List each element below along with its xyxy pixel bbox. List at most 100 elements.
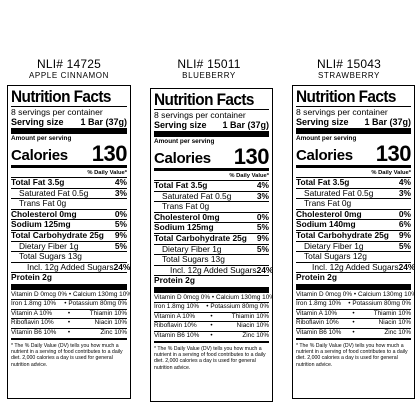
added-sugars: Incl. 12g Added Sugars [27, 261, 114, 272]
sodium: Sodium 140mg [296, 219, 356, 230]
sugars: Total Sugars 13g [162, 254, 225, 265]
vitamin-a: Vitamin A 10% [154, 312, 196, 320]
serving-size-label: Serving size [296, 117, 349, 127]
added-sugars-row: Incl. 12g Added Sugars 24% [154, 264, 272, 276]
carb-dv: 9% [398, 229, 411, 240]
serving-size-label: Serving size [154, 120, 207, 130]
fiber-dv: 5% [398, 240, 411, 251]
protein-row: Protein 2g [154, 275, 269, 286]
daily-value-header: % Daily Value* [371, 170, 411, 176]
thiamin: Thiamin 10% [231, 312, 269, 320]
serving-size-row: Serving size 1 Bar (37g) [154, 120, 269, 130]
cholesterol-dv: 0% [256, 211, 269, 222]
calories-label: Calories [296, 147, 353, 164]
sodium-dv: 5% [114, 219, 127, 230]
vitamin-row: Riboflavin 10% • Niacin 10% [296, 318, 411, 327]
vitamin-row: Vitamin B6 10% • Zinc 10% [296, 327, 411, 336]
total-fat: Total Fat 3.5g [296, 177, 350, 187]
sugars-row: Total Sugars 13g [11, 251, 127, 262]
sugars: Total Sugars 12g [304, 251, 367, 262]
protein: Protein 2g [296, 272, 337, 283]
cholesterol: Cholesterol 0mg [296, 208, 362, 219]
vitamin-d: Vitamin D 0mcg 0% [296, 290, 352, 298]
vitamin-b6: Vitamin B6 10% [296, 328, 342, 336]
total-fat-row: Total Fat 3.5g 4% [296, 177, 411, 188]
total-fat: Total Fat 3.5g [11, 177, 65, 187]
daily-value-header: % Daily Value* [229, 173, 269, 179]
serving-size-row: Serving size 1 Bar (37g) [11, 117, 127, 127]
sodium-dv: 6% [398, 219, 411, 230]
footnote: * The % Daily Value (DV) tells you how m… [11, 342, 123, 368]
carb-dv: 9% [114, 229, 127, 240]
sodium-dv: 5% [256, 222, 269, 233]
added-sugars-row: Incl. 12g Added Sugars 24% [11, 261, 130, 273]
sodium: Sodium 125mg [11, 219, 71, 230]
riboflavin: Riboflavin 10% [296, 319, 339, 327]
protein: Protein 2g [154, 275, 195, 286]
thiamin: Thiamin 10% [373, 309, 411, 317]
serving-size-value: 1 Bar (37g) [364, 117, 411, 127]
zinc: Zinc 10% [100, 328, 127, 336]
flavor-name: BLUEBERRY [182, 71, 236, 80]
fiber: Dietary Fiber 1g [19, 240, 79, 251]
sodium-row: Sodium 125mg 5% [154, 222, 269, 233]
added-sugars-row: Incl. 12g Added Sugars 24% [296, 261, 414, 273]
calories-row: Calories 130 [11, 143, 128, 165]
riboflavin: Riboflavin 10% [154, 322, 197, 330]
vitamin-row: Iron 1.8mg 10% • Potassium 80mg 0% [11, 299, 127, 308]
calories-value: 130 [375, 141, 412, 166]
trans-fat-row: Trans Fat 0g [296, 198, 411, 209]
sat-fat-dv: 3% [114, 187, 127, 198]
niacin: Niacin 10% [236, 322, 269, 330]
fiber-dv: 5% [114, 240, 127, 251]
carb-row: Total Carbohydrate 25g 9% [154, 232, 269, 244]
carb-row: Total Carbohydrate 25g 9% [11, 229, 127, 241]
vitamin-row: Vitamin D 0mcg 0% • Calcium 130mg 10% [296, 290, 415, 298]
carb: Total Carbohydrate 25g [154, 232, 247, 243]
cholesterol-row: Cholesterol 0mg 0% [11, 208, 127, 220]
header-apple-cinnamon: NLI# 14725 APPLE CINNAMON [7, 57, 131, 81]
fiber: Dietary Fiber 1g [162, 243, 222, 254]
zinc: Zinc 10% [384, 328, 411, 336]
vitamin-b6: Vitamin B6 10% [11, 328, 57, 336]
sodium: Sodium 125mg [154, 222, 214, 233]
fiber-row: Dietary Fiber 1g 5% [296, 240, 411, 252]
cholesterol-row: Cholesterol 0mg 0% [154, 211, 269, 223]
vitamin-a: Vitamin A 10% [296, 309, 338, 317]
sugars-row: Total Sugars 13g [154, 254, 269, 265]
iron: Iron 1.8mg 10% [296, 300, 342, 308]
label-title: Nutrition Facts [296, 88, 396, 106]
trans-fat-row: Trans Fat 0g [11, 198, 127, 209]
fiber-row: Dietary Fiber 1g 5% [11, 240, 127, 252]
protein-row: Protein 2g [296, 272, 411, 283]
amount-per-serving: Amount per serving [11, 135, 72, 142]
total-fat-row: Total Fat 3.5g 4% [154, 180, 269, 191]
calcium: Calcium 130mg 10% [216, 293, 273, 301]
servings-per-container: 8 servings per container [154, 110, 246, 120]
calories-label: Calories [11, 147, 68, 164]
niacin: Niacin 10% [378, 319, 411, 327]
amount-per-serving: Amount per serving [296, 135, 357, 142]
riboflavin: Riboflavin 10% [11, 319, 54, 327]
sugars: Total Sugars 13g [19, 251, 82, 262]
vitamin-row: Vitamin D 0mcg 0% • Calcium 130mg 10% [154, 293, 273, 301]
carb-dv: 9% [256, 232, 269, 243]
fiber-row: Dietary Fiber 1g 5% [154, 243, 269, 255]
vitamin-b6: Vitamin B6 10% [154, 331, 200, 339]
added-sugars: Incl. 12g Added Sugars [312, 261, 399, 272]
trans-fat: Trans Fat 0g [304, 198, 352, 209]
potassium: Potassium 80mg 0% [210, 303, 269, 311]
footnote: * The % Daily Value (DV) tells you how m… [154, 345, 266, 371]
amount-per-serving: Amount per serving [154, 138, 215, 145]
vitamin-row: Riboflavin 10% • Niacin 10% [11, 318, 127, 327]
sat-fat-dv: 3% [398, 187, 411, 198]
vitamin-row: Iron 1.8mg 10% • Potassium 80mg 0% [154, 302, 269, 311]
footnote: * The % Daily Value (DV) tells you how m… [296, 342, 408, 368]
total-fat: Total Fat 3.5g [154, 180, 208, 190]
nli-number: NLI# 14725 [36, 57, 102, 71]
serving-size-label: Serving size [11, 117, 64, 127]
sat-fat-dv: 3% [256, 190, 269, 201]
nutrition-label-strawberry: Nutrition Facts 8 servings per container… [292, 85, 415, 399]
fiber: Dietary Fiber 1g [304, 240, 364, 251]
potassium: Potassium 80mg 0% [352, 300, 411, 308]
